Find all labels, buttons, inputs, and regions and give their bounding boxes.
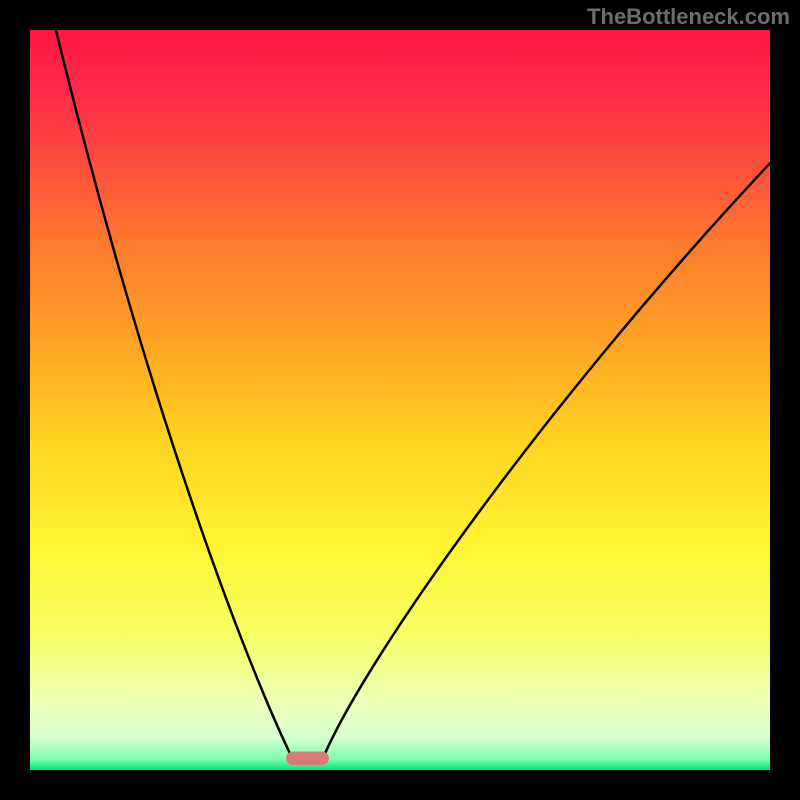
bottleneck-chart — [0, 0, 800, 800]
chart-container: TheBottleneck.com — [0, 0, 800, 800]
plot-gradient-background — [30, 30, 770, 770]
optimum-marker — [286, 752, 329, 765]
watermark-text: TheBottleneck.com — [587, 4, 790, 30]
